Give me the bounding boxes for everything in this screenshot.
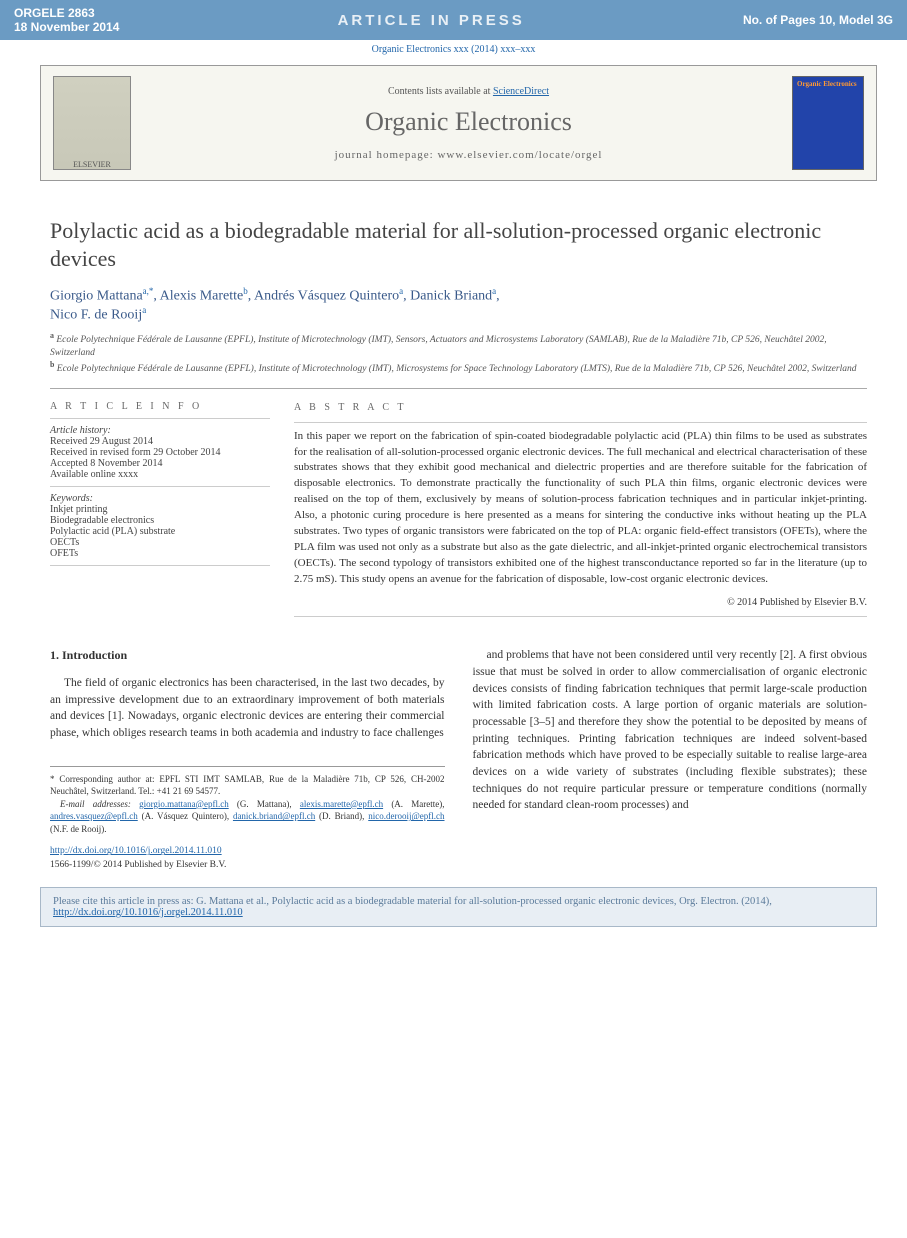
citation-box: Please cite this article in press as: G.… xyxy=(40,887,877,927)
email-link[interactable]: giorgio.mattana@epfl.ch xyxy=(139,799,229,809)
article-info: A R T I C L E I N F O Article history: R… xyxy=(50,401,270,617)
intro-col-left: 1. Introduction The field of organic ele… xyxy=(50,647,445,873)
article-code: ORGELE 2863 xyxy=(14,6,119,20)
journal-name: Organic Electronics xyxy=(145,107,792,137)
history-item: Available online xxxx xyxy=(50,469,270,480)
in-press-label: ARTICLE IN PRESS xyxy=(338,12,525,29)
email-link[interactable]: alexis.marette@epfl.ch xyxy=(300,799,383,809)
history-label: Article history: xyxy=(50,425,270,436)
keyword: Biodegradable electronics xyxy=(50,515,270,526)
history-item: Received 29 August 2014 xyxy=(50,436,270,447)
contents-line: Contents lists available at ScienceDirec… xyxy=(145,86,792,97)
section-heading: 1. Introduction xyxy=(50,647,445,664)
abstract: A B S T R A C T In this paper we report … xyxy=(294,401,867,617)
keyword: Polylactic acid (PLA) substrate xyxy=(50,526,270,537)
body-paragraph: and problems that have not been consider… xyxy=(473,647,868,814)
copyright: © 2014 Published by Elsevier B.V. xyxy=(294,596,867,611)
article-title: Polylactic acid as a biodegradable mater… xyxy=(50,217,867,272)
keyword: Inkjet printing xyxy=(50,504,270,515)
body-paragraph: The field of organic electronics has bee… xyxy=(50,675,445,742)
history-item: Accepted 8 November 2014 xyxy=(50,458,270,469)
journal-homepage: journal homepage: www.elsevier.com/locat… xyxy=(145,149,792,161)
cite-doi-link[interactable]: http://dx.doi.org/10.1016/j.orgel.2014.1… xyxy=(53,907,243,918)
intro-col-right: and problems that have not been consider… xyxy=(473,647,868,873)
affiliations: a Ecole Polytechnique Fédérale de Lausan… xyxy=(50,331,867,376)
corresponding-footnote: * Corresponding author at: EPFL STI IMT … xyxy=(50,766,445,836)
keywords-label: Keywords: xyxy=(50,493,270,504)
author-list: Giorgio Mattanaa,*, Alexis Maretteb, And… xyxy=(50,286,867,323)
proof-date: 18 November 2014 xyxy=(14,20,119,34)
doi-link[interactable]: http://dx.doi.org/10.1016/j.orgel.2014.1… xyxy=(50,846,222,856)
email-link[interactable]: danick.briand@epfl.ch xyxy=(233,811,315,821)
email-link[interactable]: nico.derooij@epfl.ch xyxy=(368,811,444,821)
abstract-text: In this paper we report on the fabricati… xyxy=(294,429,867,588)
running-head: Organic Electronics xxx (2014) xxx–xxx xyxy=(0,40,907,59)
elsevier-logo: ELSEVIER xyxy=(53,76,131,170)
journal-cover-thumb: Organic Electronics xyxy=(792,76,864,170)
email-link[interactable]: andres.vasquez@epfl.ch xyxy=(50,811,138,821)
history-item: Received in revised form 29 October 2014 xyxy=(50,447,270,458)
doi-block: http://dx.doi.org/10.1016/j.orgel.2014.1… xyxy=(50,845,445,873)
journal-header: ELSEVIER Contents lists available at Sci… xyxy=(40,65,877,181)
proof-topbar: ORGELE 2863 18 November 2014 ARTICLE IN … xyxy=(0,0,907,40)
sciencedirect-link[interactable]: ScienceDirect xyxy=(493,86,549,97)
keyword: OFETs xyxy=(50,548,270,559)
keyword: OECTs xyxy=(50,537,270,548)
page-model: No. of Pages 10, Model 3G xyxy=(743,13,893,27)
